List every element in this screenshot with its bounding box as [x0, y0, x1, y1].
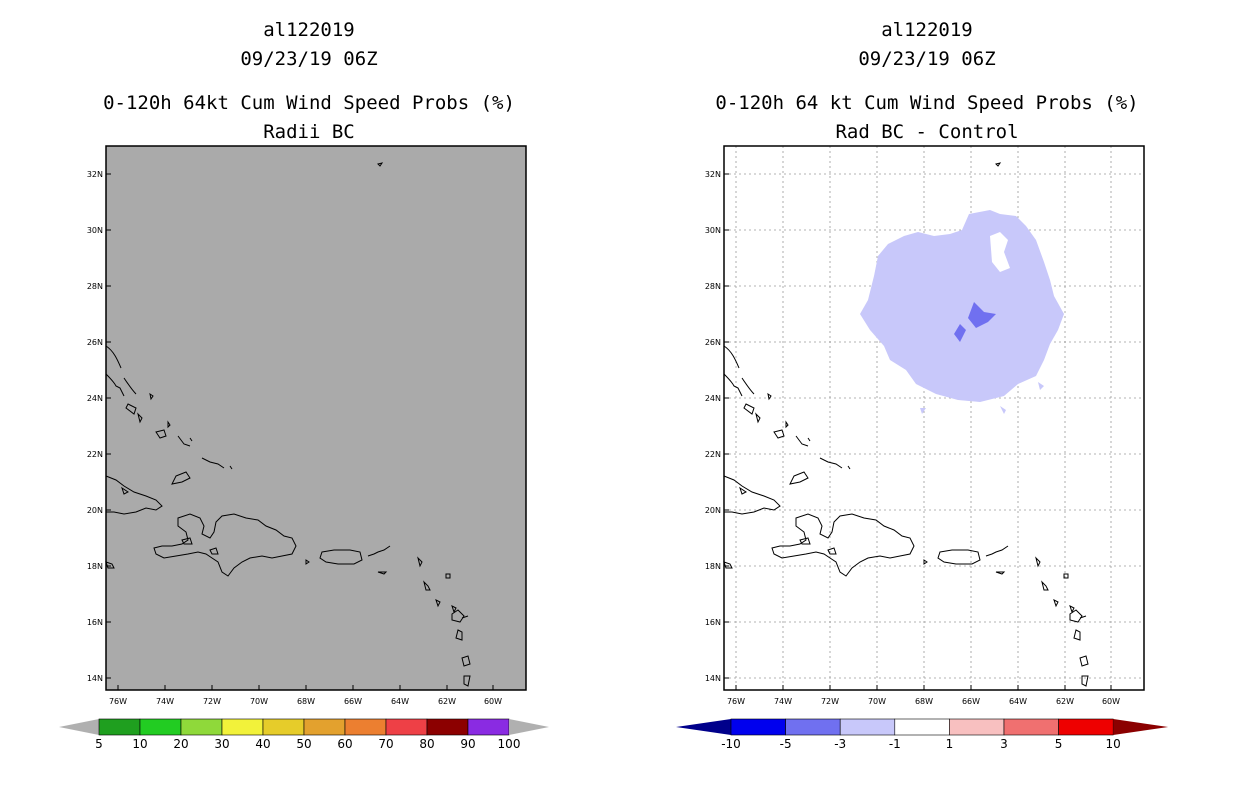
- left-y-tick-label: 22N: [87, 450, 103, 459]
- left-colorbar-swatch: [180, 718, 223, 736]
- right-y-tick-label: 22N: [705, 450, 721, 459]
- left-colorbar-label: 30: [214, 737, 229, 751]
- left-colorbar-low-extend: [59, 719, 99, 735]
- right-y-tick-label: 18N: [705, 562, 721, 571]
- right-diff-area-light-small-3: [1038, 382, 1044, 390]
- right-diff-area-dark: [954, 302, 996, 342]
- left-colorbar-swatch: [385, 718, 428, 736]
- left-y-tick-label: 20N: [87, 506, 103, 515]
- right-colorbar-high-extend: [1113, 719, 1169, 735]
- right-chart-title: 0-120h 64 kt Cum Wind Speed Probs (%): [715, 92, 1139, 114]
- left-colorbar-swatch: [303, 718, 346, 736]
- right-storm-id: al122019: [881, 19, 973, 41]
- right-colorbar: -10 -5 -3 -1 1 3 5 10: [676, 718, 1169, 751]
- left-colorbar-label: 90: [460, 737, 475, 751]
- right-colorbar-swatch: [1058, 718, 1114, 736]
- left-colorbar-swatch: [344, 718, 387, 736]
- left-chart-subtitle: Radii BC: [263, 121, 355, 143]
- right-colorbar-label: -5: [780, 737, 792, 751]
- left-colorbar-high-extend: [509, 719, 549, 735]
- left-chart-title: 0-120h 64kt Cum Wind Speed Probs (%): [103, 92, 515, 114]
- left-colorbar-label: 50: [296, 737, 311, 751]
- left-colorbar: 5 10 20 30 40 50 60 70 80 90 100: [59, 718, 549, 751]
- left-colorbar-swatch: [221, 718, 264, 736]
- right-colorbar-label: 1: [946, 737, 954, 751]
- right-x-tick-label: 74W: [774, 697, 792, 706]
- left-x-tick-label: 76W: [109, 697, 127, 706]
- right-diff-area-light-small-2: [920, 408, 926, 414]
- left-y-tick-label: 26N: [87, 338, 103, 347]
- right-colorbar-swatch: [1003, 718, 1059, 736]
- right-y-tick-label: 28N: [705, 282, 721, 291]
- right-x-tick-label: 76W: [727, 697, 745, 706]
- left-colorbar-swatch: [98, 718, 141, 736]
- right-diff-area-light-small-1: [1000, 406, 1006, 414]
- right-map-panel: 76W 74W 72W 70W 68W 66W 64W 62W 60W 32N 30N 28N 26N 2…: [705, 145, 1145, 706]
- right-datetime: 09/23/19 06Z: [858, 48, 996, 70]
- right-colorbar-low-extend: [676, 719, 731, 735]
- left-colorbar-label: 40: [255, 737, 270, 751]
- left-x-tick-label: 64W: [391, 697, 409, 706]
- left-y-tick-label: 32N: [87, 170, 103, 179]
- right-colorbar-label: 10: [1106, 737, 1121, 751]
- left-colorbar-swatch: [426, 718, 469, 736]
- right-colorbar-swatch: [730, 718, 786, 736]
- left-y-tick-label: 16N: [87, 618, 103, 627]
- left-colorbar-label: 80: [419, 737, 434, 751]
- left-colorbar-label: 70: [378, 737, 393, 751]
- left-colorbar-label: 100: [498, 737, 521, 751]
- right-colorbar-label: -1: [889, 737, 901, 751]
- right-y-tick-label: 32N: [705, 170, 721, 179]
- left-x-tick-label: 66W: [344, 697, 362, 706]
- left-colorbar-label: 20: [173, 737, 188, 751]
- right-diff-area-light: [860, 210, 1064, 402]
- right-x-tick-label: 68W: [915, 697, 933, 706]
- right-x-tick-label: 72W: [821, 697, 839, 706]
- left-colorbar-swatch: [467, 718, 510, 736]
- right-x-tick-label: 70W: [868, 697, 886, 706]
- right-y-tick-label: 30N: [705, 226, 721, 235]
- left-colorbar-label: 5: [95, 737, 103, 751]
- right-y-tick-label: 16N: [705, 618, 721, 627]
- left-storm-id: al122019: [263, 19, 355, 41]
- left-colorbar-label: 10: [132, 737, 147, 751]
- left-datetime: 09/23/19 06Z: [240, 48, 378, 70]
- right-y-tick-label: 24N: [705, 394, 721, 403]
- left-x-tick-label: 62W: [438, 697, 456, 706]
- right-x-tick-label: 60W: [1102, 697, 1120, 706]
- left-colorbar-swatch: [139, 718, 182, 736]
- left-x-tick-label: 60W: [484, 697, 502, 706]
- left-x-tick-label: 72W: [203, 697, 221, 706]
- right-colorbar-swatch: [894, 718, 950, 736]
- right-colorbar-swatch: [949, 718, 1005, 736]
- right-colorbar-swatch: [785, 718, 841, 736]
- right-colorbar-label: -10: [721, 737, 741, 751]
- right-colorbar-label: 3: [1000, 737, 1008, 751]
- left-y-tick-label: 14N: [87, 674, 103, 683]
- right-colorbar-label: 5: [1055, 737, 1063, 751]
- left-y-tick-label: 28N: [87, 282, 103, 291]
- right-colorbar-swatch: [839, 718, 896, 736]
- right-y-tick-label: 14N: [705, 674, 721, 683]
- left-y-tick-label: 18N: [87, 562, 103, 571]
- left-y-tick-label: 24N: [87, 394, 103, 403]
- right-chart-subtitle: Rad BC - Control: [835, 121, 1019, 143]
- left-colorbar-swatch: [262, 718, 305, 736]
- right-x-tick-label: 64W: [1009, 697, 1027, 706]
- right-colorbar-label: -3: [834, 737, 846, 751]
- left-map-frame: [105, 145, 527, 691]
- right-x-tick-label: 62W: [1056, 697, 1074, 706]
- left-colorbar-label: 60: [337, 737, 352, 751]
- right-map-frame: [724, 146, 1144, 690]
- left-x-tick-label: 68W: [297, 697, 315, 706]
- left-x-tick-label: 70W: [250, 697, 268, 706]
- right-y-tick-label: 26N: [705, 338, 721, 347]
- right-x-tick-label: 66W: [962, 697, 980, 706]
- left-x-tick-label: 74W: [156, 697, 174, 706]
- left-map-panel: 76W 74W 72W 70W 68W 66W 64W 62W 60W 32N 30N 28N 26N 2…: [87, 145, 527, 706]
- right-y-tick-label: 20N: [705, 506, 721, 515]
- left-y-tick-label: 30N: [87, 226, 103, 235]
- right-map-border: [723, 145, 1145, 691]
